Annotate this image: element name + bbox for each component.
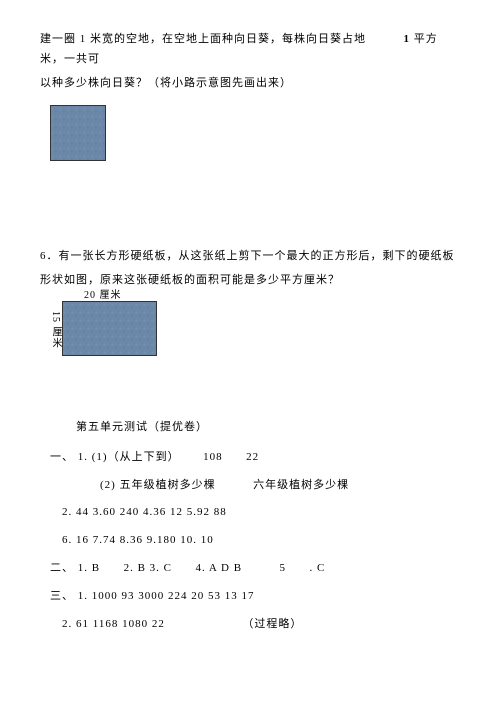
q5-bold-1: 1: [404, 33, 411, 45]
ans-l5-b: 2. B 3. C: [124, 562, 172, 574]
q6-figure: [62, 301, 157, 356]
ans-line-5: 二、 1. B 2. B 3. C 4. A D B 5 . C: [50, 559, 460, 579]
q6-text1: 有一张长方形硬纸板，从这张纸上剪下一个最大的正方形后，剩下的硬纸板: [59, 250, 455, 262]
ans-l1-a: 一、 1. (1)（从上下到）: [50, 451, 180, 463]
q5-line1: 建一圈 1 米宽的空地，在空地上面种向日葵，每株向日葵占地 1 平方米，一共可: [40, 30, 460, 70]
ans-l5-c: 4. A D B: [196, 562, 243, 574]
ans-line-3: 2. 44 3.60 240 4.36 12 5.92 88: [62, 503, 460, 523]
ans-l5-d: 5: [280, 562, 287, 574]
q6-figure-wrap: 20 厘米 15 厘米: [62, 301, 182, 356]
ans-l5-a: 二、 1. B: [50, 562, 100, 574]
q5-text-part1: 建一圈 1 米宽的空地，在空地上面种向日葵，每株向日葵占地: [40, 33, 366, 45]
ans-line-1: 一、 1. (1)（从上下到） 108 22: [50, 448, 460, 468]
ans-line-6: 三、 1. 1000 93 3000 224 20 53 13 17: [50, 587, 460, 607]
q6-line1: 6．有一张长方形硬纸板，从这张纸上剪下一个最大的正方形后，剩下的硬纸板: [40, 247, 460, 267]
ans-line-4: 6. 16 7.74 8.36 9.180 10. 10: [62, 531, 460, 551]
q5-figure: [50, 105, 106, 161]
ans-l7-b: （过程略）: [242, 618, 302, 630]
ans-l7-a: 2. 61 1168 1080 22: [62, 618, 165, 630]
ans-l5-e: . C: [310, 562, 326, 574]
ans-line-2: (2) 五年级植树多少棵 六年级植树多少棵: [100, 476, 460, 496]
q6-left-label: 15 厘米: [46, 311, 64, 349]
q6-num: 6．: [40, 250, 59, 262]
ans-l1-b: 108: [203, 451, 223, 463]
spacer-region-2: [40, 356, 460, 418]
q5-line2: 以种多少株向日葵？（将小路示意图先画出来）: [40, 74, 460, 94]
ans-l2-a: (2) 五年级植树多少棵: [100, 479, 216, 491]
ans-l2-b: 六年级植树多少棵: [253, 479, 349, 491]
answers-title: 第五单元测试（提优卷）: [76, 418, 460, 438]
ans-l1-c: 22: [246, 451, 259, 463]
q6-block: 6．有一张长方形硬纸板，从这张纸上剪下一个最大的正方形后，剩下的硬纸板 形状如图…: [40, 247, 460, 356]
ans-line-7: 2. 61 1168 1080 22 （过程略）: [62, 615, 460, 635]
spacer-region-1: [40, 169, 460, 239]
q6-top-label: 20 厘米: [84, 287, 122, 305]
